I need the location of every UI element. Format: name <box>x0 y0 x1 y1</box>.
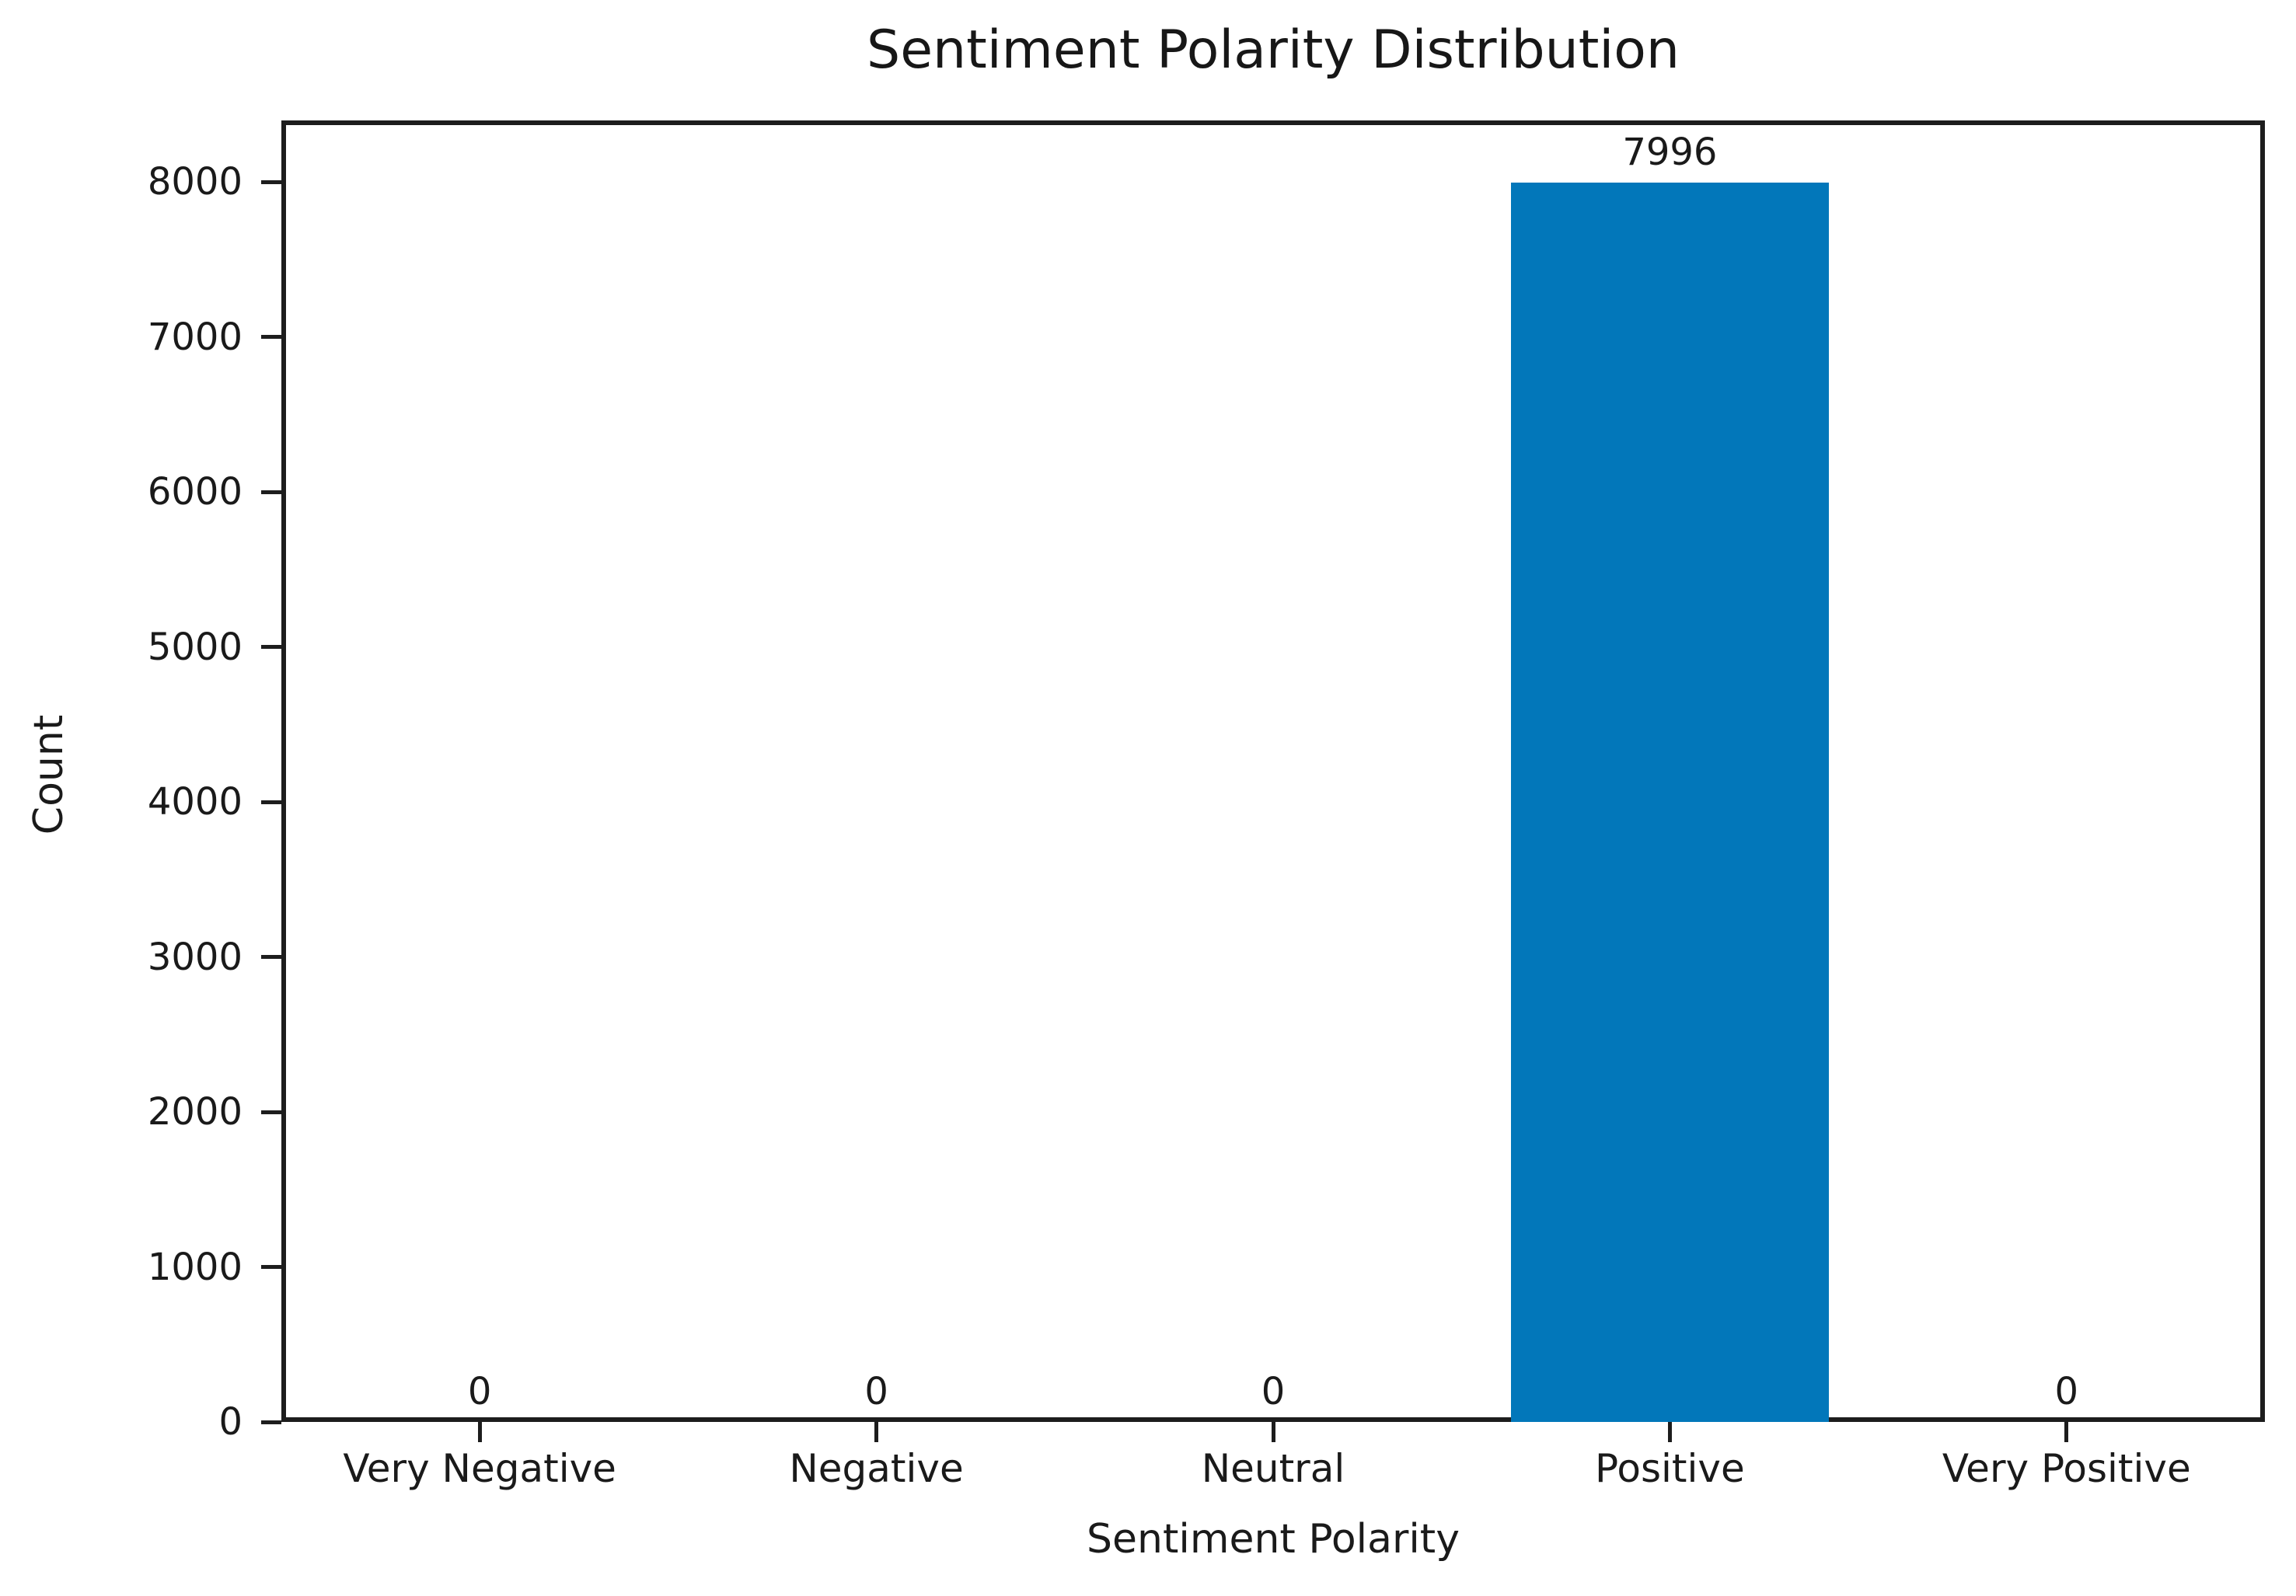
y-tick-mark <box>261 1110 281 1114</box>
y-tick-mark <box>261 955 281 959</box>
bar-value-label: 7996 <box>1622 130 1718 174</box>
y-tick-mark <box>261 179 281 184</box>
x-tick-label-neutral: Neutral <box>1201 1446 1345 1491</box>
y-tick-mark <box>261 1265 281 1269</box>
y-tick-label: 0 <box>218 1400 243 1444</box>
y-tick-label: 1000 <box>147 1245 243 1289</box>
y-tick-label: 8000 <box>147 160 243 204</box>
y-tick-mark <box>261 800 281 804</box>
y-tick-label: 3000 <box>147 935 243 979</box>
x-tick-label-very-positive: Very Positive <box>1942 1446 2191 1491</box>
bar-positive <box>1511 182 1829 1422</box>
y-tick-label: 6000 <box>147 470 243 514</box>
y-tick-mark <box>261 1420 281 1424</box>
y-tick-mark <box>261 335 281 339</box>
x-tick-label-negative: Negative <box>789 1446 964 1491</box>
x-tick-label-very-negative: Very Negative <box>343 1446 616 1491</box>
bar-value-label: 0 <box>2054 1370 2079 1413</box>
plot-area <box>281 120 2265 1422</box>
bar-value-label: 0 <box>467 1370 492 1413</box>
y-tick-label: 7000 <box>147 315 243 359</box>
chart-title: Sentiment Polarity Distribution <box>867 19 1680 81</box>
bar-value-label: 0 <box>1261 1370 1286 1413</box>
y-tick-mark <box>261 490 281 494</box>
x-tick-label-positive: Positive <box>1595 1446 1745 1491</box>
x-tick-mark <box>477 1422 482 1442</box>
x-axis-label: Sentiment Polarity <box>1087 1516 1460 1563</box>
x-tick-mark <box>1667 1422 1672 1442</box>
y-tick-label: 2000 <box>147 1090 243 1134</box>
x-tick-mark <box>874 1422 879 1442</box>
x-tick-mark <box>2064 1422 2069 1442</box>
y-tick-label: 4000 <box>147 780 243 824</box>
y-tick-mark <box>261 645 281 649</box>
y-tick-label: 5000 <box>147 625 243 669</box>
bar-value-label: 0 <box>864 1370 888 1413</box>
x-tick-mark <box>1271 1422 1275 1442</box>
